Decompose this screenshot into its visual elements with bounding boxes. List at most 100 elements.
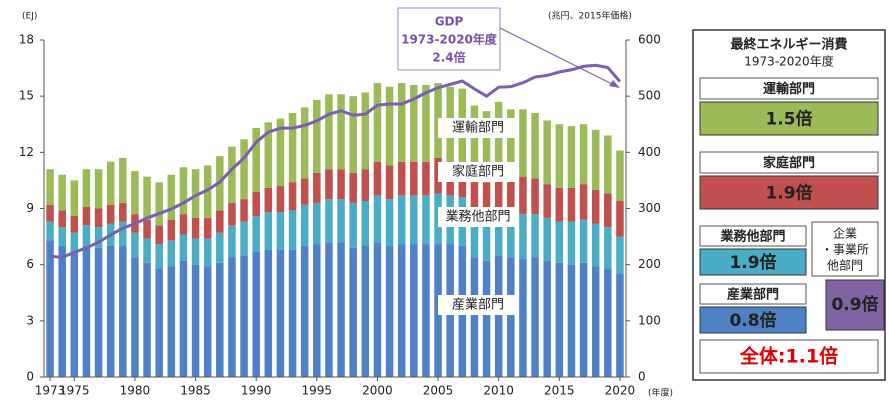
bar-segment <box>276 249 285 377</box>
y2-axis-label: (兆円、2015年価格) <box>548 10 632 22</box>
y2-tick-label: 600 <box>638 33 661 47</box>
bar-segment <box>70 215 79 233</box>
bar-segment <box>191 264 200 377</box>
bar-segment <box>143 262 151 377</box>
x-tick-label: 2015 <box>544 384 575 398</box>
bar-segment <box>470 210 479 258</box>
bar-segment <box>276 212 285 250</box>
y-tick-label: 12 <box>19 145 34 159</box>
bar-segment <box>579 184 588 220</box>
bar-segment <box>300 178 309 205</box>
panel-ratio-box <box>699 101 879 136</box>
bar-segment <box>228 146 236 203</box>
panel-group-ratio: 0.9倍 <box>831 294 878 315</box>
bar-segment <box>264 249 273 377</box>
y2-tick-label: 500 <box>638 89 661 103</box>
bar-segment <box>579 124 588 185</box>
y2-tick-label: 400 <box>638 145 661 159</box>
bar-segment <box>361 169 370 202</box>
panel-group-label: 企業 <box>833 226 857 241</box>
bar-segment <box>567 187 576 222</box>
panel-label-box <box>699 225 807 247</box>
bar-segment <box>337 199 345 243</box>
panel-group-label: 他部門 <box>827 258 863 273</box>
bar-segment <box>203 238 212 267</box>
bar-segment <box>106 161 115 205</box>
bar-segment <box>385 199 394 246</box>
panel-ratio: 1.9倍 <box>765 183 812 204</box>
bar-segment <box>349 247 357 377</box>
bar-segment <box>58 227 66 246</box>
bar-segment <box>46 240 54 377</box>
x-tick-label: 1995 <box>302 384 333 398</box>
bar-segment <box>167 266 176 377</box>
bar-segment <box>240 255 248 377</box>
gdp-line <box>49 63 622 259</box>
panel-group-label: ・事業所 <box>821 243 869 257</box>
bar-segment <box>422 195 430 245</box>
bar-segment <box>349 172 357 203</box>
panel-ratio: 1.9倍 <box>729 252 776 273</box>
bar-segment <box>482 260 491 377</box>
series-label-bg <box>438 295 518 315</box>
bar-segment <box>94 227 103 248</box>
bar-segment <box>288 182 297 211</box>
y-tick-label: 9 <box>26 201 34 215</box>
panel-group-ratio-box <box>825 279 885 331</box>
bar-segment <box>82 169 91 207</box>
bar-segment <box>325 242 333 377</box>
bar-segment <box>58 210 66 228</box>
bar-segment <box>264 187 273 213</box>
bar-segment <box>119 157 127 203</box>
bar-segment <box>203 266 212 377</box>
bar-segment <box>106 245 115 377</box>
bar-segment <box>300 245 309 377</box>
bar-segment <box>46 169 54 205</box>
bar-segment <box>313 202 321 245</box>
panel-title: 最終エネルギー消費 <box>730 37 847 53</box>
bar-segment <box>94 208 103 228</box>
annotation-text: 1973-2020年度 <box>401 32 498 47</box>
x-tick-label: 1985 <box>180 384 211 398</box>
bar-segment <box>373 83 382 162</box>
panel-ratio-box <box>699 175 879 210</box>
bar-segment <box>313 244 321 377</box>
bar-segment <box>264 212 273 250</box>
y-tick-label: 0 <box>26 370 34 384</box>
bar-segment <box>591 129 600 190</box>
series-label: 家庭部門 <box>452 164 504 180</box>
bar-segment <box>143 219 151 239</box>
bar-segment <box>70 232 79 254</box>
bar-segment <box>46 204 54 222</box>
panel-label-box <box>699 151 879 174</box>
bar-segment <box>82 245 91 377</box>
bar-segment <box>373 242 382 377</box>
panel-title: 1973-2020年度 <box>744 54 833 69</box>
bar-segment <box>385 86 394 166</box>
bar-segment <box>591 266 600 377</box>
bar-segment <box>519 214 527 260</box>
panel-label: 運輸部門 <box>763 81 815 97</box>
bar-segment <box>543 217 551 261</box>
bar-segment <box>46 221 54 241</box>
bar-segment <box>519 109 527 177</box>
bar-segment <box>616 236 624 275</box>
x-tick-label: 1980 <box>120 384 151 398</box>
bar-segment <box>276 186 285 213</box>
annotation-text: GDP <box>435 15 464 29</box>
y-tick-label: 3 <box>26 313 34 327</box>
x-tick-label: 1975 <box>59 384 90 398</box>
y2-tick-label: 200 <box>638 257 661 271</box>
series-label: 産業部門 <box>452 297 504 313</box>
bar-segment <box>70 180 79 216</box>
bar-segment <box>94 169 103 209</box>
bar-segment <box>519 259 527 377</box>
bar-segment <box>288 249 297 377</box>
bar-segment <box>240 221 248 256</box>
series-label-bg <box>438 118 518 138</box>
bar-segment <box>361 92 370 170</box>
bar-segment <box>507 214 515 258</box>
bar-segment <box>470 257 479 377</box>
bar-segment <box>567 264 576 377</box>
bar-segment <box>422 161 430 196</box>
